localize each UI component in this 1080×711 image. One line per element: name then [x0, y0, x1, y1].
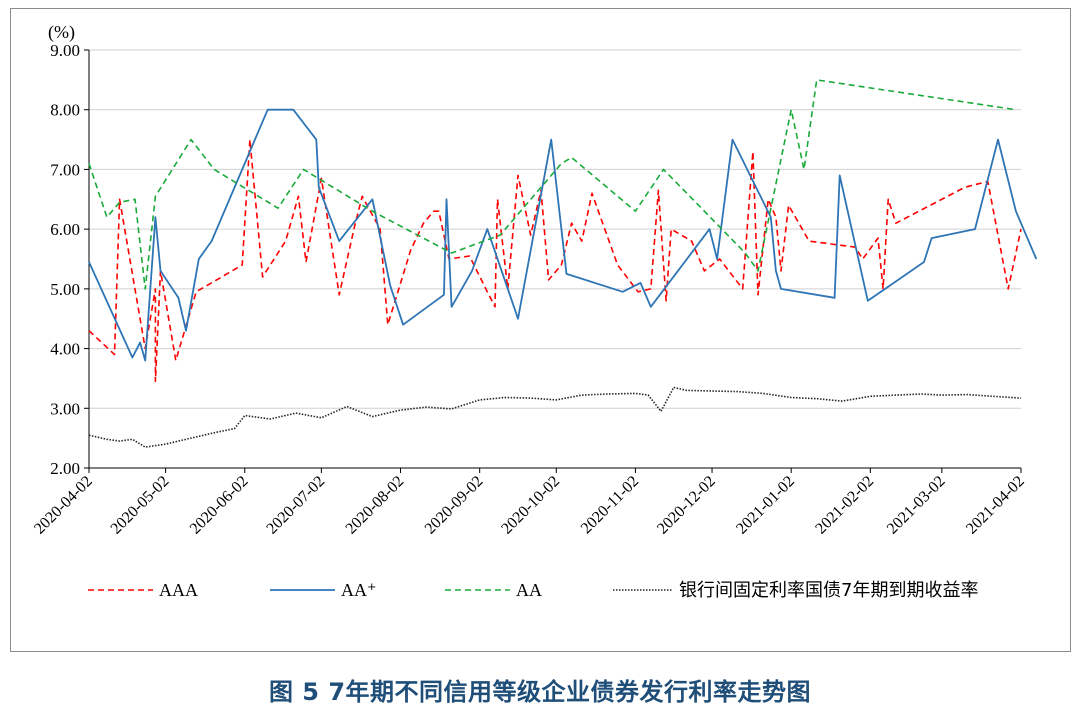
y-tick-label: 9.00	[50, 41, 80, 60]
series-line-2	[88, 108, 1038, 362]
legend-label-2: AA⁺	[341, 580, 377, 600]
series-line-1	[88, 138, 1022, 383]
x-tick-label: 2021-01-02	[733, 473, 798, 538]
y-tick-label: 7.00	[50, 160, 80, 179]
axes	[84, 49, 1022, 473]
legend: AAA AA⁺ AA 银行间固定利率国债7年期到期收益率	[88, 580, 978, 601]
x-tick-label: 2021-03-02	[884, 473, 949, 538]
legend-label-3: AA	[516, 580, 542, 600]
x-tick-label: 2020-11-02	[578, 473, 642, 537]
figure-caption: 图 5 7年期不同信用等级企业债券发行利率走势图	[268, 678, 812, 706]
gridlines	[89, 49, 1021, 409]
x-tick-label: 2020-04-02	[31, 473, 96, 538]
x-tick-label: 2020-12-02	[654, 473, 719, 538]
x-tick-label: 2020-05-02	[108, 473, 173, 538]
line-chart: 2.00 3.00 4.00 5.00 6.00 7.00 8.00 9.00 2020-04…	[31, 22, 1038, 601]
x-tick-labels: 2020-04-02 2020-05-02 2020-06-02 2020-07-02…	[31, 473, 1028, 538]
x-tick-label: 2020-09-02	[422, 473, 487, 538]
y-tick-label: 5.00	[50, 280, 80, 299]
x-tick-label: 2020-07-02	[263, 473, 328, 538]
x-tick-label: 2020-06-02	[187, 473, 252, 538]
x-tick-label: 2020-08-02	[343, 473, 408, 538]
y-tick-labels: 2.00 3.00 4.00 5.00 6.00 7.00 8.00 9.00	[50, 41, 80, 478]
series-line-4	[88, 386, 1022, 448]
x-tick-label: 2021-04-02	[963, 473, 1028, 538]
y-axis-unit-label: (%)	[48, 22, 75, 43]
y-tick-label: 6.00	[50, 220, 80, 239]
x-tick-label: 2021-02-02	[812, 473, 877, 538]
series-lines	[88, 79, 1038, 448]
y-tick-label: 3.00	[50, 399, 80, 418]
legend-label-1: AAA	[159, 580, 198, 600]
y-tick-label: 4.00	[50, 340, 80, 359]
y-tick-label: 2.00	[50, 459, 80, 478]
y-tick-label: 8.00	[50, 101, 80, 120]
x-tick-label: 2020-10-02	[498, 473, 563, 538]
series-line-3	[88, 79, 1017, 290]
legend-label-4: 银行间固定利率国债7年期到期收益率	[679, 580, 978, 601]
